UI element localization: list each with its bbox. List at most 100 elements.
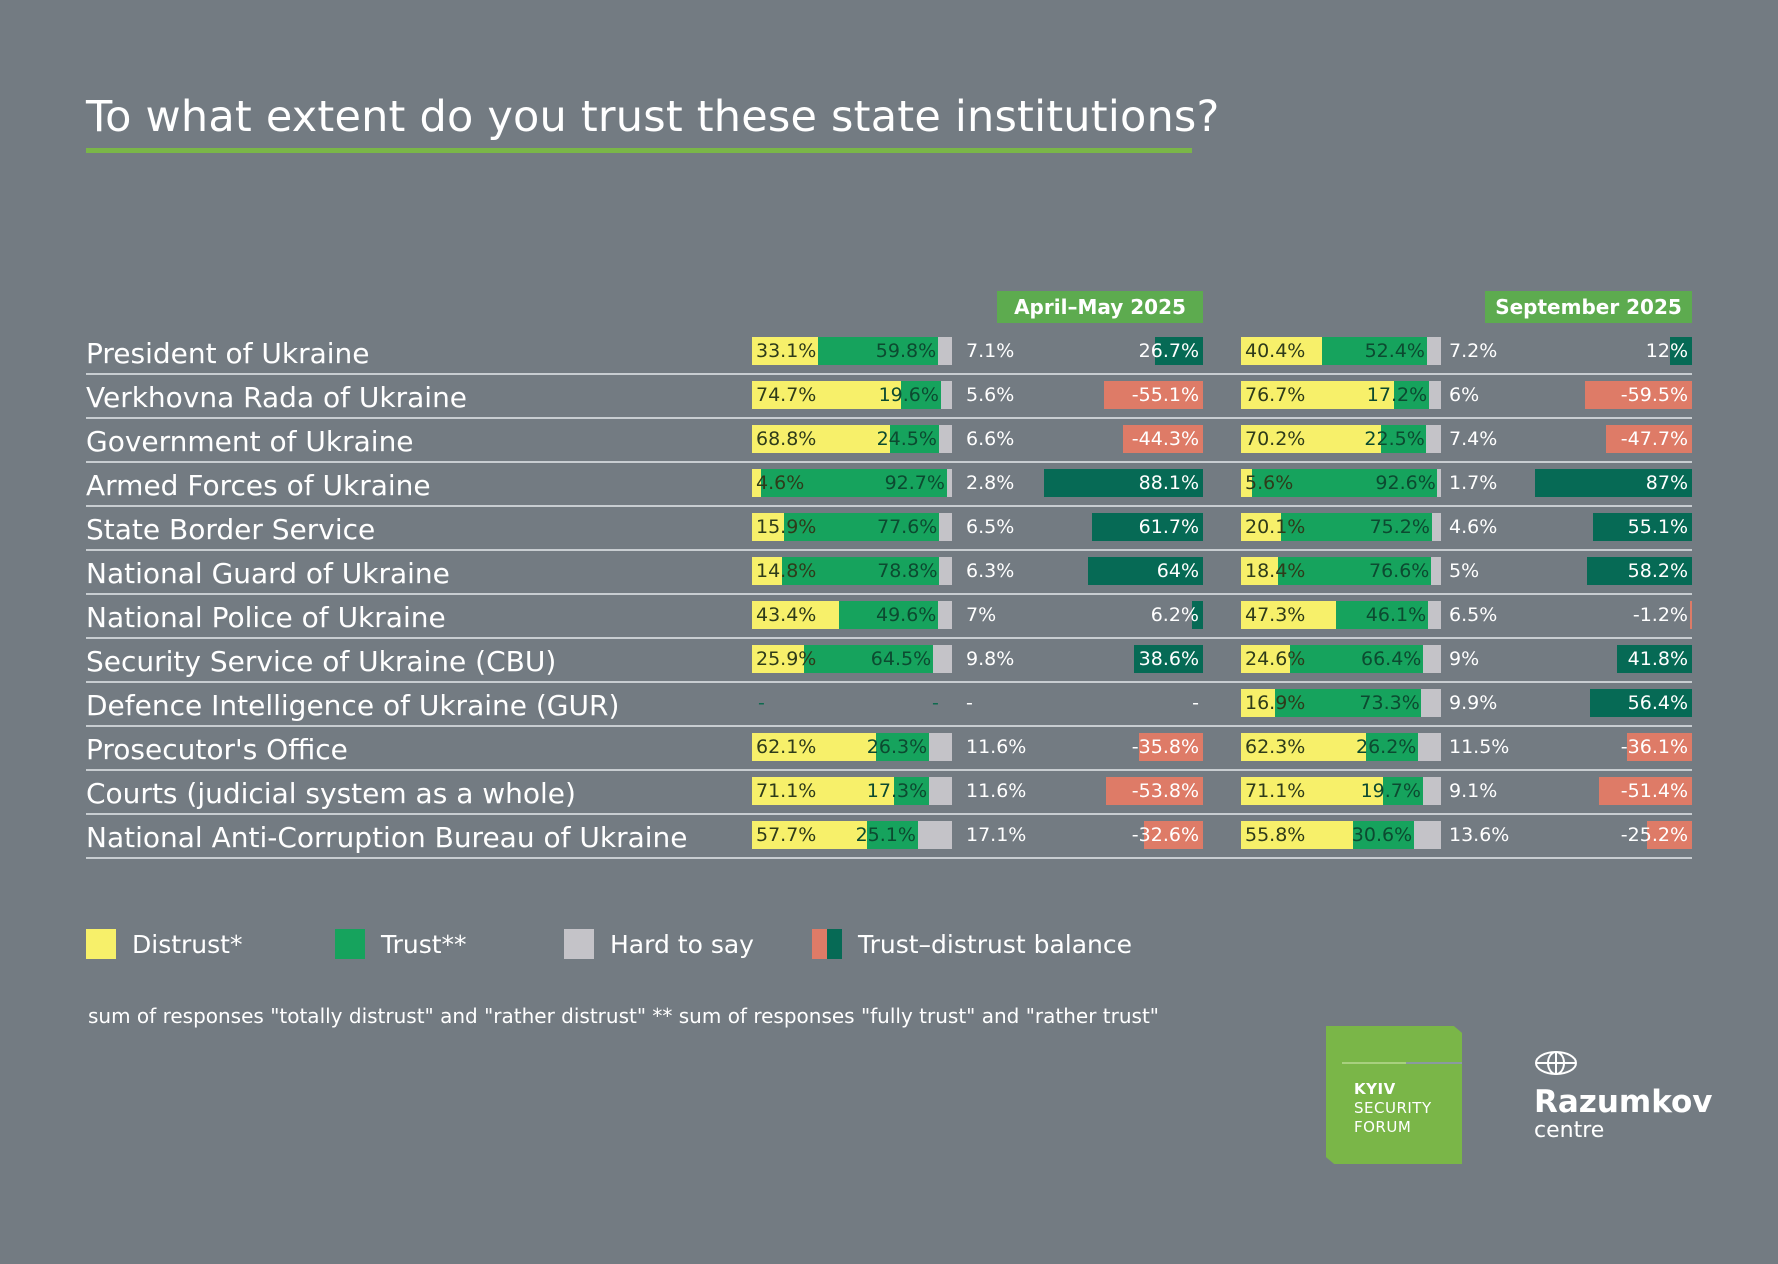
trust-bar <box>1252 469 1438 497</box>
balance-bar <box>1592 513 1692 541</box>
distrust-bar <box>752 513 784 541</box>
distrust-value-label: 16.9% <box>1245 692 1306 714</box>
row-label: Security Service of Ukraine (CBU) <box>86 645 557 678</box>
legend-hard-to-say: Hard to say <box>564 928 754 960</box>
distrust-bar <box>1241 733 1366 761</box>
trust-value-label: 17.3% <box>866 780 928 802</box>
balance-bar <box>1154 337 1203 365</box>
row-divider <box>86 813 1692 815</box>
distrust-bar <box>1241 381 1395 409</box>
hard-to-say-value-label: 9% <box>1449 648 1480 670</box>
distrust-value-label: 68.8% <box>756 428 817 450</box>
hard-to-say-value-label: 6% <box>1449 384 1480 406</box>
trust-bar <box>803 645 933 673</box>
trust-bar <box>876 733 929 761</box>
distrust-bar <box>752 777 895 805</box>
balance-value-label: 61.7% <box>1138 516 1199 538</box>
distrust-bar <box>752 337 819 365</box>
row-divider <box>86 461 1692 463</box>
balance-value-label: -59.5% <box>1620 384 1688 406</box>
logo-line <box>1342 1062 1406 1064</box>
distrust-bar <box>1241 425 1382 453</box>
hard-to-say-bar <box>939 513 952 541</box>
trust-value-label: 75.2% <box>1369 516 1430 538</box>
distrust-bar <box>1241 557 1278 585</box>
hard-to-say-bar <box>1427 601 1441 629</box>
trust-bar <box>1352 821 1414 849</box>
distrust-bar <box>1241 469 1253 497</box>
trust-value-label: 59.8% <box>875 340 937 362</box>
trust-bar <box>1277 557 1431 585</box>
trust-bar <box>818 337 938 365</box>
page-title: To what extent do you trust these state … <box>86 92 1220 142</box>
hard-to-say-bar <box>938 601 952 629</box>
trust-bar <box>781 557 940 585</box>
distrust-value-label: 5.6% <box>1245 472 1294 494</box>
trust-value-label: 24.5% <box>876 428 937 450</box>
hard-to-say-value-label: 6.5% <box>966 516 1015 538</box>
trust-value-label: 26.2% <box>1356 736 1417 758</box>
balance-bar <box>1646 821 1692 849</box>
trust-swatch <box>335 929 365 959</box>
distrust-bar <box>752 381 902 409</box>
hard-to-say-bar <box>932 645 953 673</box>
hard-to-say-bar <box>939 557 952 585</box>
razumkov-logo-sub: centre <box>1534 1118 1605 1143</box>
period-header-september: September 2025 <box>1485 291 1692 323</box>
distrust-bar <box>1241 337 1322 365</box>
legend-balance-label: Trust–distrust balance <box>858 929 1133 959</box>
balance-value-label: - <box>1192 692 1199 714</box>
distrust-value-label: 24.6% <box>1245 648 1306 670</box>
trust-bar <box>901 381 941 409</box>
legend-trust-label: Trust** <box>381 929 467 959</box>
balance-swatch <box>812 929 842 959</box>
balance-value-label: 56.4% <box>1627 692 1688 714</box>
balance-value-label: 88.1% <box>1138 472 1199 494</box>
hard-to-say-bar <box>1413 821 1441 849</box>
balance-value-label: -53.8% <box>1131 780 1199 802</box>
hard-to-say-bar <box>940 381 952 409</box>
row-label: National Anti-Corruption Bureau of Ukrai… <box>86 821 688 854</box>
trust-value-label: 73.3% <box>1359 692 1420 714</box>
distrust-value-label: 25.9% <box>756 648 817 670</box>
hard-to-say-value-label: 11.6% <box>966 736 1027 758</box>
trust-bar <box>1381 425 1427 453</box>
trust-value-label: 52.4% <box>1364 340 1425 362</box>
hard-to-say-bar <box>1431 513 1441 541</box>
balance-bar <box>1670 337 1692 365</box>
trust-value-label: 77.6% <box>877 516 938 538</box>
trust-bar <box>867 821 918 849</box>
balance-bar <box>1590 689 1692 717</box>
title-underline <box>86 148 1192 153</box>
balance-value-label: -44.3% <box>1131 428 1199 450</box>
hard-to-say-value-label: 6.3% <box>966 560 1015 582</box>
trust-bar <box>1321 337 1427 365</box>
balance-bar <box>1144 821 1203 849</box>
row-divider <box>86 681 1692 683</box>
hard-to-say-bar <box>1422 777 1441 805</box>
hard-to-say-value-label: 7% <box>966 604 997 626</box>
trust-value-label: 25.1% <box>855 824 916 846</box>
distrust-value-label: 57.7% <box>756 824 817 846</box>
trust-value-label: 66.4% <box>1361 648 1422 670</box>
distrust-value-label: 70.2% <box>1245 428 1306 450</box>
balance-bar <box>1689 601 1692 629</box>
trust-bar <box>1290 645 1423 673</box>
hard-to-say-bar <box>1423 645 1441 673</box>
distrust-value-label: 40.4% <box>1245 340 1306 362</box>
trust-value-label: 17.2% <box>1366 384 1428 406</box>
distrust-value-label: 47.3% <box>1245 604 1306 626</box>
balance-value-label: 55.1% <box>1627 516 1688 538</box>
row-divider <box>86 637 1692 639</box>
balance-bar <box>1044 469 1203 497</box>
hard-to-say-bar <box>1431 557 1441 585</box>
distrust-bar <box>1241 645 1291 673</box>
hard-to-say-value-label: 17.1% <box>966 824 1027 846</box>
distrust-value-label: 33.1% <box>756 340 817 362</box>
trust-value-label: 19.7% <box>1360 780 1421 802</box>
distrust-value-label: 71.1% <box>756 780 817 802</box>
distrust-value-label: 14.8% <box>756 560 817 582</box>
trust-value-label: 19.6% <box>878 384 939 406</box>
balance-bar <box>1616 645 1692 673</box>
